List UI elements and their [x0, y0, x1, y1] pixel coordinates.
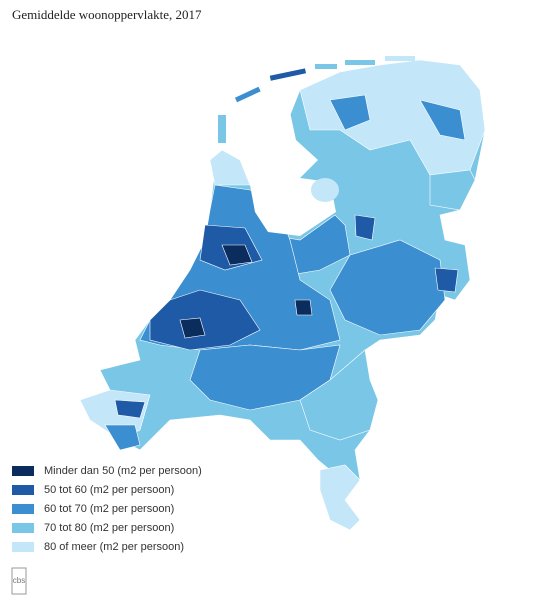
- region: [429, 169, 476, 211]
- map: [79, 56, 486, 531]
- region: [434, 267, 459, 293]
- region: [419, 99, 466, 141]
- legend: Minder dan 50 (m2 per persoon) 50 tot 60 …: [12, 465, 202, 553]
- map-title: Gemiddelde woonoppervlakte, 2017: [12, 7, 202, 22]
- legend-swatch: [12, 504, 34, 514]
- region: [299, 59, 486, 176]
- region: [329, 94, 371, 131]
- legend-label: 60 tot 70 (m2 per persoon): [44, 503, 174, 515]
- legend-label: Minder dan 50 (m2 per persoon): [44, 465, 202, 477]
- legend-label: 50 tot 60 (m2 per persoon): [44, 484, 174, 496]
- legend-swatch: [12, 523, 34, 533]
- legend-swatch: [12, 466, 34, 476]
- legend-swatch: [12, 485, 34, 495]
- region: [209, 149, 251, 186]
- region: [114, 399, 146, 419]
- region: [311, 178, 339, 202]
- region: [299, 349, 379, 441]
- region: [329, 239, 446, 336]
- logo-text: cbs: [13, 576, 25, 585]
- region: [319, 464, 361, 531]
- region: [104, 424, 141, 451]
- legend-label: 80 of meer (m2 per persoon): [44, 541, 184, 553]
- logo: cbs: [11, 567, 27, 595]
- lake: [245, 112, 336, 236]
- region: [294, 299, 313, 316]
- region: [221, 244, 253, 266]
- region: [354, 214, 376, 241]
- region: [179, 317, 206, 339]
- legend-label: 70 tot 80 (m2 per persoon): [44, 522, 174, 534]
- islands: [218, 56, 415, 143]
- legend-swatch: [12, 542, 34, 552]
- region: [149, 289, 261, 351]
